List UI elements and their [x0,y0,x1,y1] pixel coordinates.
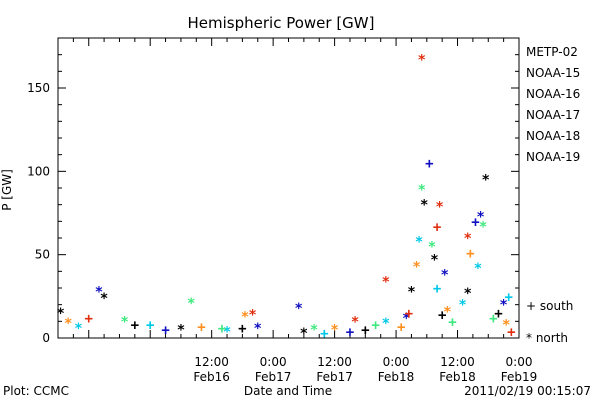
x-tick-date-label: Feb18 [378,370,415,384]
chart-title: Hemispheric Power [GW] [188,14,375,32]
data-point-north: * [420,198,428,214]
x-axis-label: Date and Time [244,384,332,398]
data-point-north: * [120,314,128,330]
data-point-south: + [320,326,328,342]
data-point-north: * [330,323,338,339]
legend-series-entry: NOAA-15 [526,66,580,80]
data-point-north: * [417,183,425,199]
legend-marker-entry: + south [526,299,573,313]
plot-timestamp: 2011/02/19 00:15:07 [464,384,591,398]
data-point-north: * [474,261,482,277]
x-tick-date-label: Feb19 [501,370,538,384]
x-tick-time-label: 12:00 [194,355,229,369]
data-point-north: * [402,311,410,327]
axis-ticks: 05010015012:00Feb160:00Feb1712:00Feb170:… [27,37,538,384]
x-tick-time-label: 0:00 [383,355,410,369]
legend: METP-02 NOAA-15 NOAA-16 NOAA-17 NOAA-18 NOAA-… [526,45,580,345]
data-point-north: * [412,259,420,275]
data-point-south: + [425,156,433,172]
data-point-north: * [443,304,451,320]
data-point-north: * [295,301,303,317]
x-tick-date-label: Feb18 [439,370,476,384]
plot-frame [57,37,520,339]
legend-series-entry: NOAA-17 [526,108,580,122]
data-point-south: + [161,323,169,339]
y-axis-label: P [GW] [0,169,14,211]
data-point-north: * [502,318,510,334]
data-point-north: * [95,284,103,300]
x-tick-date-label: Feb17 [255,370,292,384]
y-tick-label: 100 [27,164,50,178]
data-point-north: * [441,268,449,284]
x-tick-time-label: 12:00 [440,355,475,369]
data-point-north: * [56,306,64,322]
data-point-south: + [471,214,479,230]
data-point-north: * [177,323,185,339]
data-point-north: * [476,209,484,225]
data-point-north: * [499,298,507,314]
data-point-south: + [131,318,139,334]
legend-series-entry: NOAA-16 [526,87,580,101]
data-point-south: + [397,319,405,335]
data-point-north: * [428,239,436,255]
x-tick-time-label: 0:00 [260,355,287,369]
data-point-south: + [371,318,379,334]
legend-series-entry: NOAA-18 [526,129,580,143]
data-point-north: * [464,286,472,302]
data-point-south: + [197,319,205,335]
data-point-south: + [438,308,446,324]
data-point-north: * [64,316,72,332]
data-point-north: * [458,298,466,314]
data-point-north: * [248,308,256,324]
data-point-north: * [464,231,472,247]
data-point-north: * [351,314,359,330]
data-point-south: + [433,219,441,235]
data-point-north: * [187,296,195,312]
legend-series-entry: METP-02 [526,45,578,59]
data-point-south: + [466,246,474,262]
y-tick-label: 50 [35,248,50,262]
legend-series-entry: NOAA-19 [526,150,580,164]
data-point-north: * [100,291,108,307]
data-point-north: * [481,173,489,189]
x-tick-date-label: Feb16 [193,370,230,384]
data-point-north: * [415,234,423,250]
data-point-south: + [489,311,497,327]
data-point-south: + [361,323,369,339]
data-point-north: * [254,321,262,337]
data-point-south: + [494,306,502,322]
data-point-south: + [433,281,441,297]
data-point-north: * [223,324,231,340]
x-tick-date-label: Feb17 [316,370,353,384]
data-point-north: * [300,326,308,342]
y-tick-label: 150 [27,81,50,95]
data-point-south: + [146,318,154,334]
data-point-north: * [407,284,415,300]
data-point-north: * [435,199,443,215]
data-point-south: + [238,321,246,337]
data-point-north: * [74,321,82,337]
data-point-north: * [241,309,249,325]
data-point-south: + [85,311,93,327]
x-tick-time-label: 0:00 [506,355,533,369]
data-point-south: + [507,324,515,340]
x-tick-time-label: 12:00 [317,355,352,369]
data-point-north: * [382,316,390,332]
data-point-north: * [430,253,438,269]
legend-marker-entry: * north [526,331,568,345]
data-point-north: * [382,274,390,290]
data-point-north: * [310,323,318,339]
plot-credit: Plot: CCMC [3,384,69,398]
data-point-north: * [479,219,487,235]
data-point-south: + [218,321,226,337]
data-point-south: + [405,306,413,322]
data-point-south: + [346,324,354,340]
data-point-south: + [448,314,456,330]
data-points: **+ * + * +***+**+*+ **+*+*+*** + * +**+**+**+ * +… [56,53,515,342]
data-point-north: * [417,53,425,69]
data-point-south: + [505,289,513,305]
y-tick-label: 0 [42,331,50,345]
